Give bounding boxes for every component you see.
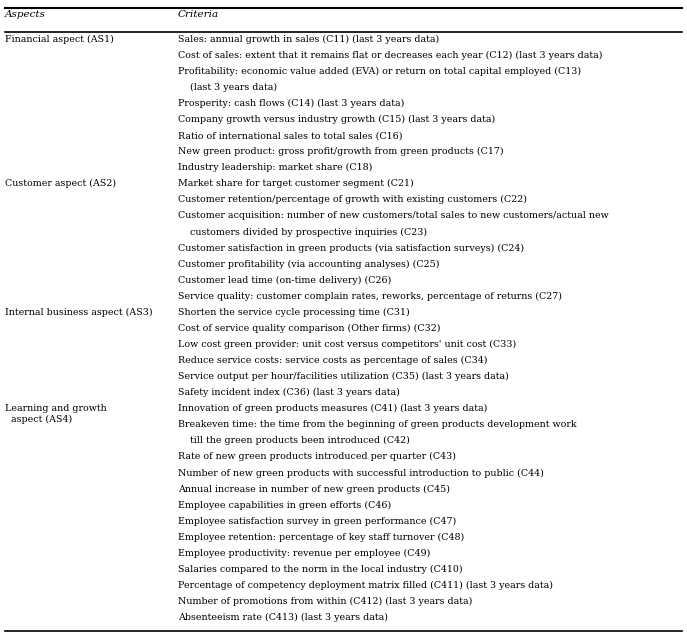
Text: Sales: annual growth in sales (C11) (last 3 years data): Sales: annual growth in sales (C11) (las… (178, 34, 439, 44)
Text: Number of promotions from within (C412) (last 3 years data): Number of promotions from within (C412) … (178, 597, 473, 606)
Text: Prosperity: cash flows (C14) (last 3 years data): Prosperity: cash flows (C14) (last 3 yea… (178, 99, 405, 108)
Text: Number of new green products with successful introduction to public (C44): Number of new green products with succes… (178, 468, 544, 477)
Text: Breakeven time: the time from the beginning of green products development work: Breakeven time: the time from the beginn… (178, 420, 576, 429)
Text: Customer satisfaction in green products (via satisfaction surveys) (C24): Customer satisfaction in green products … (178, 244, 524, 253)
Text: Profitability: economic value added (EVA) or return on total capital employed (C: Profitability: economic value added (EVA… (178, 67, 581, 76)
Text: Financial aspect (AS1): Financial aspect (AS1) (5, 34, 114, 44)
Text: customers divided by prospective inquiries (C23): customers divided by prospective inquiri… (178, 228, 427, 237)
Text: Employee capabilities in green efforts (C46): Employee capabilities in green efforts (… (178, 501, 392, 510)
Text: Reduce service costs: service costs as percentage of sales (C34): Reduce service costs: service costs as p… (178, 356, 488, 365)
Text: Customer lead time (on-time delivery) (C26): Customer lead time (on-time delivery) (C… (178, 276, 392, 285)
Text: Low cost green provider: unit cost versus competitors' unit cost (C33): Low cost green provider: unit cost versu… (178, 340, 516, 349)
Text: Service output per hour/facilities utilization (C35) (last 3 years data): Service output per hour/facilities utili… (178, 372, 509, 381)
Text: Salaries compared to the norm in the local industry (C410): Salaries compared to the norm in the loc… (178, 565, 462, 574)
Text: Criteria: Criteria (178, 10, 219, 19)
Text: Aspects: Aspects (5, 10, 46, 19)
Text: Safety incident index (C36) (last 3 years data): Safety incident index (C36) (last 3 year… (178, 388, 400, 397)
Text: Customer acquisition: number of new customers/total sales to new customers/actua: Customer acquisition: number of new cust… (178, 211, 609, 221)
Text: Absenteeism rate (C413) (last 3 years data): Absenteeism rate (C413) (last 3 years da… (178, 613, 388, 622)
Text: Employee retention: percentage of key staff turnover (C48): Employee retention: percentage of key st… (178, 533, 464, 542)
Text: Market share for target customer segment (C21): Market share for target customer segment… (178, 179, 414, 188)
Text: Annual increase in number of new green products (C45): Annual increase in number of new green p… (178, 484, 450, 494)
Text: Learning and growth
  aspect (AS4): Learning and growth aspect (AS4) (5, 404, 106, 424)
Text: Cost of sales: extent that it remains flat or decreases each year (C12) (last 3 : Cost of sales: extent that it remains fl… (178, 51, 602, 60)
Text: Rate of new green products introduced per quarter (C43): Rate of new green products introduced pe… (178, 452, 456, 461)
Text: Cost of service quality comparison (Other firms) (C32): Cost of service quality comparison (Othe… (178, 324, 440, 333)
Text: Internal business aspect (AS3): Internal business aspect (AS3) (5, 308, 153, 317)
Text: Shorten the service cycle processing time (C31): Shorten the service cycle processing tim… (178, 308, 409, 317)
Text: Innovation of green products measures (C41) (last 3 years data): Innovation of green products measures (C… (178, 404, 487, 413)
Text: Service quality: customer complain rates, reworks, percentage of returns (C27): Service quality: customer complain rates… (178, 292, 562, 301)
Text: (last 3 years data): (last 3 years data) (178, 83, 277, 92)
Text: Employee satisfaction survey in green performance (C47): Employee satisfaction survey in green pe… (178, 517, 456, 526)
Text: Company growth versus industry growth (C15) (last 3 years data): Company growth versus industry growth (C… (178, 115, 495, 124)
Text: Percentage of competency deployment matrix filled (C411) (last 3 years data): Percentage of competency deployment matr… (178, 581, 553, 590)
Text: Customer retention/percentage of growth with existing customers (C22): Customer retention/percentage of growth … (178, 195, 527, 205)
Text: Employee productivity: revenue per employee (C49): Employee productivity: revenue per emplo… (178, 549, 430, 558)
Text: till the green products been introduced (C42): till the green products been introduced … (178, 436, 410, 445)
Text: New green product: gross profit/growth from green products (C17): New green product: gross profit/growth f… (178, 147, 504, 156)
Text: Customer aspect (AS2): Customer aspect (AS2) (5, 179, 116, 188)
Text: Industry leadership: market share (C18): Industry leadership: market share (C18) (178, 163, 372, 172)
Text: Customer profitability (via accounting analyses) (C25): Customer profitability (via accounting a… (178, 260, 440, 269)
Text: Ratio of international sales to total sales (C16): Ratio of international sales to total sa… (178, 131, 403, 140)
